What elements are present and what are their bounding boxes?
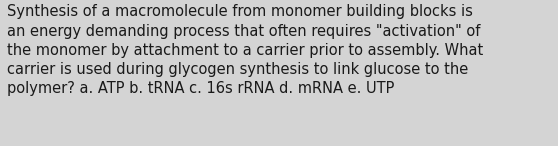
Text: Synthesis of a macromolecule from monomer building blocks is
an energy demanding: Synthesis of a macromolecule from monome… (7, 4, 483, 96)
